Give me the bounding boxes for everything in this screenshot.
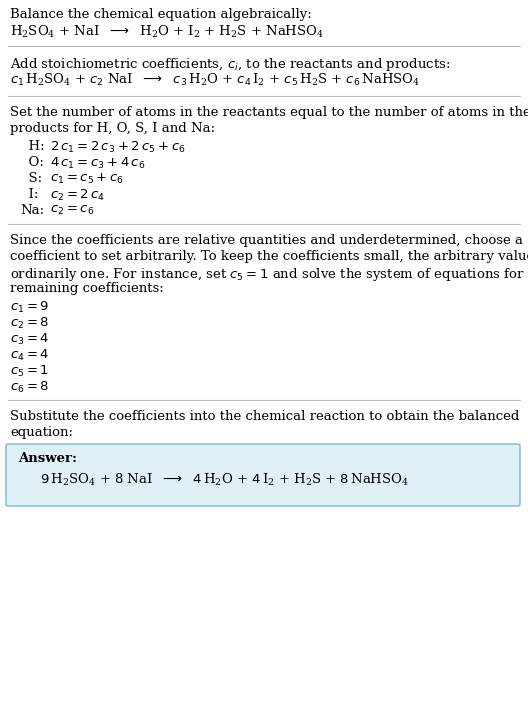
Text: $c_2 = 2\,c_4$: $c_2 = 2\,c_4$ [50, 188, 105, 203]
Text: $2\,c_1 = 2\,c_3 + 2\,c_5 + c_6$: $2\,c_1 = 2\,c_3 + 2\,c_5 + c_6$ [50, 140, 186, 155]
Text: remaining coefficients:: remaining coefficients: [10, 282, 164, 295]
Text: $c_5 = 1$: $c_5 = 1$ [10, 364, 49, 379]
Text: equation:: equation: [10, 426, 73, 439]
Text: S:: S: [20, 172, 42, 185]
Text: $c_4 = 4$: $c_4 = 4$ [10, 348, 50, 363]
Text: Substitute the coefficients into the chemical reaction to obtain the balanced: Substitute the coefficients into the che… [10, 410, 520, 423]
Text: $c_3 = 4$: $c_3 = 4$ [10, 332, 50, 347]
Text: $c_1 = c_5 + c_6$: $c_1 = c_5 + c_6$ [50, 172, 124, 186]
Text: $c_6 = 8$: $c_6 = 8$ [10, 380, 49, 395]
Text: Answer:: Answer: [18, 452, 77, 465]
Text: products for H, O, S, I and Na:: products for H, O, S, I and Na: [10, 122, 215, 135]
Text: O:: O: [20, 156, 44, 169]
Text: Na:: Na: [20, 204, 44, 217]
Text: ordinarily one. For instance, set $c_5 = 1$ and solve the system of equations fo: ordinarily one. For instance, set $c_5 =… [10, 266, 528, 283]
Text: $c_2 = 8$: $c_2 = 8$ [10, 316, 49, 331]
FancyBboxPatch shape [6, 444, 520, 506]
Text: coefficient to set arbitrarily. To keep the coefficients small, the arbitrary va: coefficient to set arbitrarily. To keep … [10, 250, 528, 263]
Text: $c_1\,\mathregular{H_2SO_4}$ + $c_2$ NaI  $\longrightarrow$  $c_3\,\mathregular{: $c_1\,\mathregular{H_2SO_4}$ + $c_2$ NaI… [10, 72, 420, 88]
Text: Add stoichiometric coefficients, $c_i$, to the reactants and products:: Add stoichiometric coefficients, $c_i$, … [10, 56, 450, 73]
Text: Since the coefficients are relative quantities and underdetermined, choose a: Since the coefficients are relative quan… [10, 234, 523, 247]
Text: $c_1 = 9$: $c_1 = 9$ [10, 300, 49, 315]
Text: I:: I: [20, 188, 39, 201]
Text: Set the number of atoms in the reactants equal to the number of atoms in the: Set the number of atoms in the reactants… [10, 106, 528, 119]
Text: Balance the chemical equation algebraically:: Balance the chemical equation algebraica… [10, 8, 312, 21]
Text: $4\,c_1 = c_3 + 4\,c_6$: $4\,c_1 = c_3 + 4\,c_6$ [50, 156, 145, 171]
Text: $9\,\mathregular{H_2SO_4}$ + 8 NaI  $\longrightarrow$  $4\,\mathregular{H_2O}$ +: $9\,\mathregular{H_2SO_4}$ + 8 NaI $\lon… [40, 472, 409, 488]
Text: $c_2 = c_6$: $c_2 = c_6$ [50, 204, 95, 217]
Text: $\mathregular{H_2SO_4}$ + NaI  $\longrightarrow$  $\mathregular{H_2O}$ + $\mathr: $\mathregular{H_2SO_4}$ + NaI $\longrigh… [10, 24, 324, 40]
Text: H:: H: [20, 140, 45, 153]
